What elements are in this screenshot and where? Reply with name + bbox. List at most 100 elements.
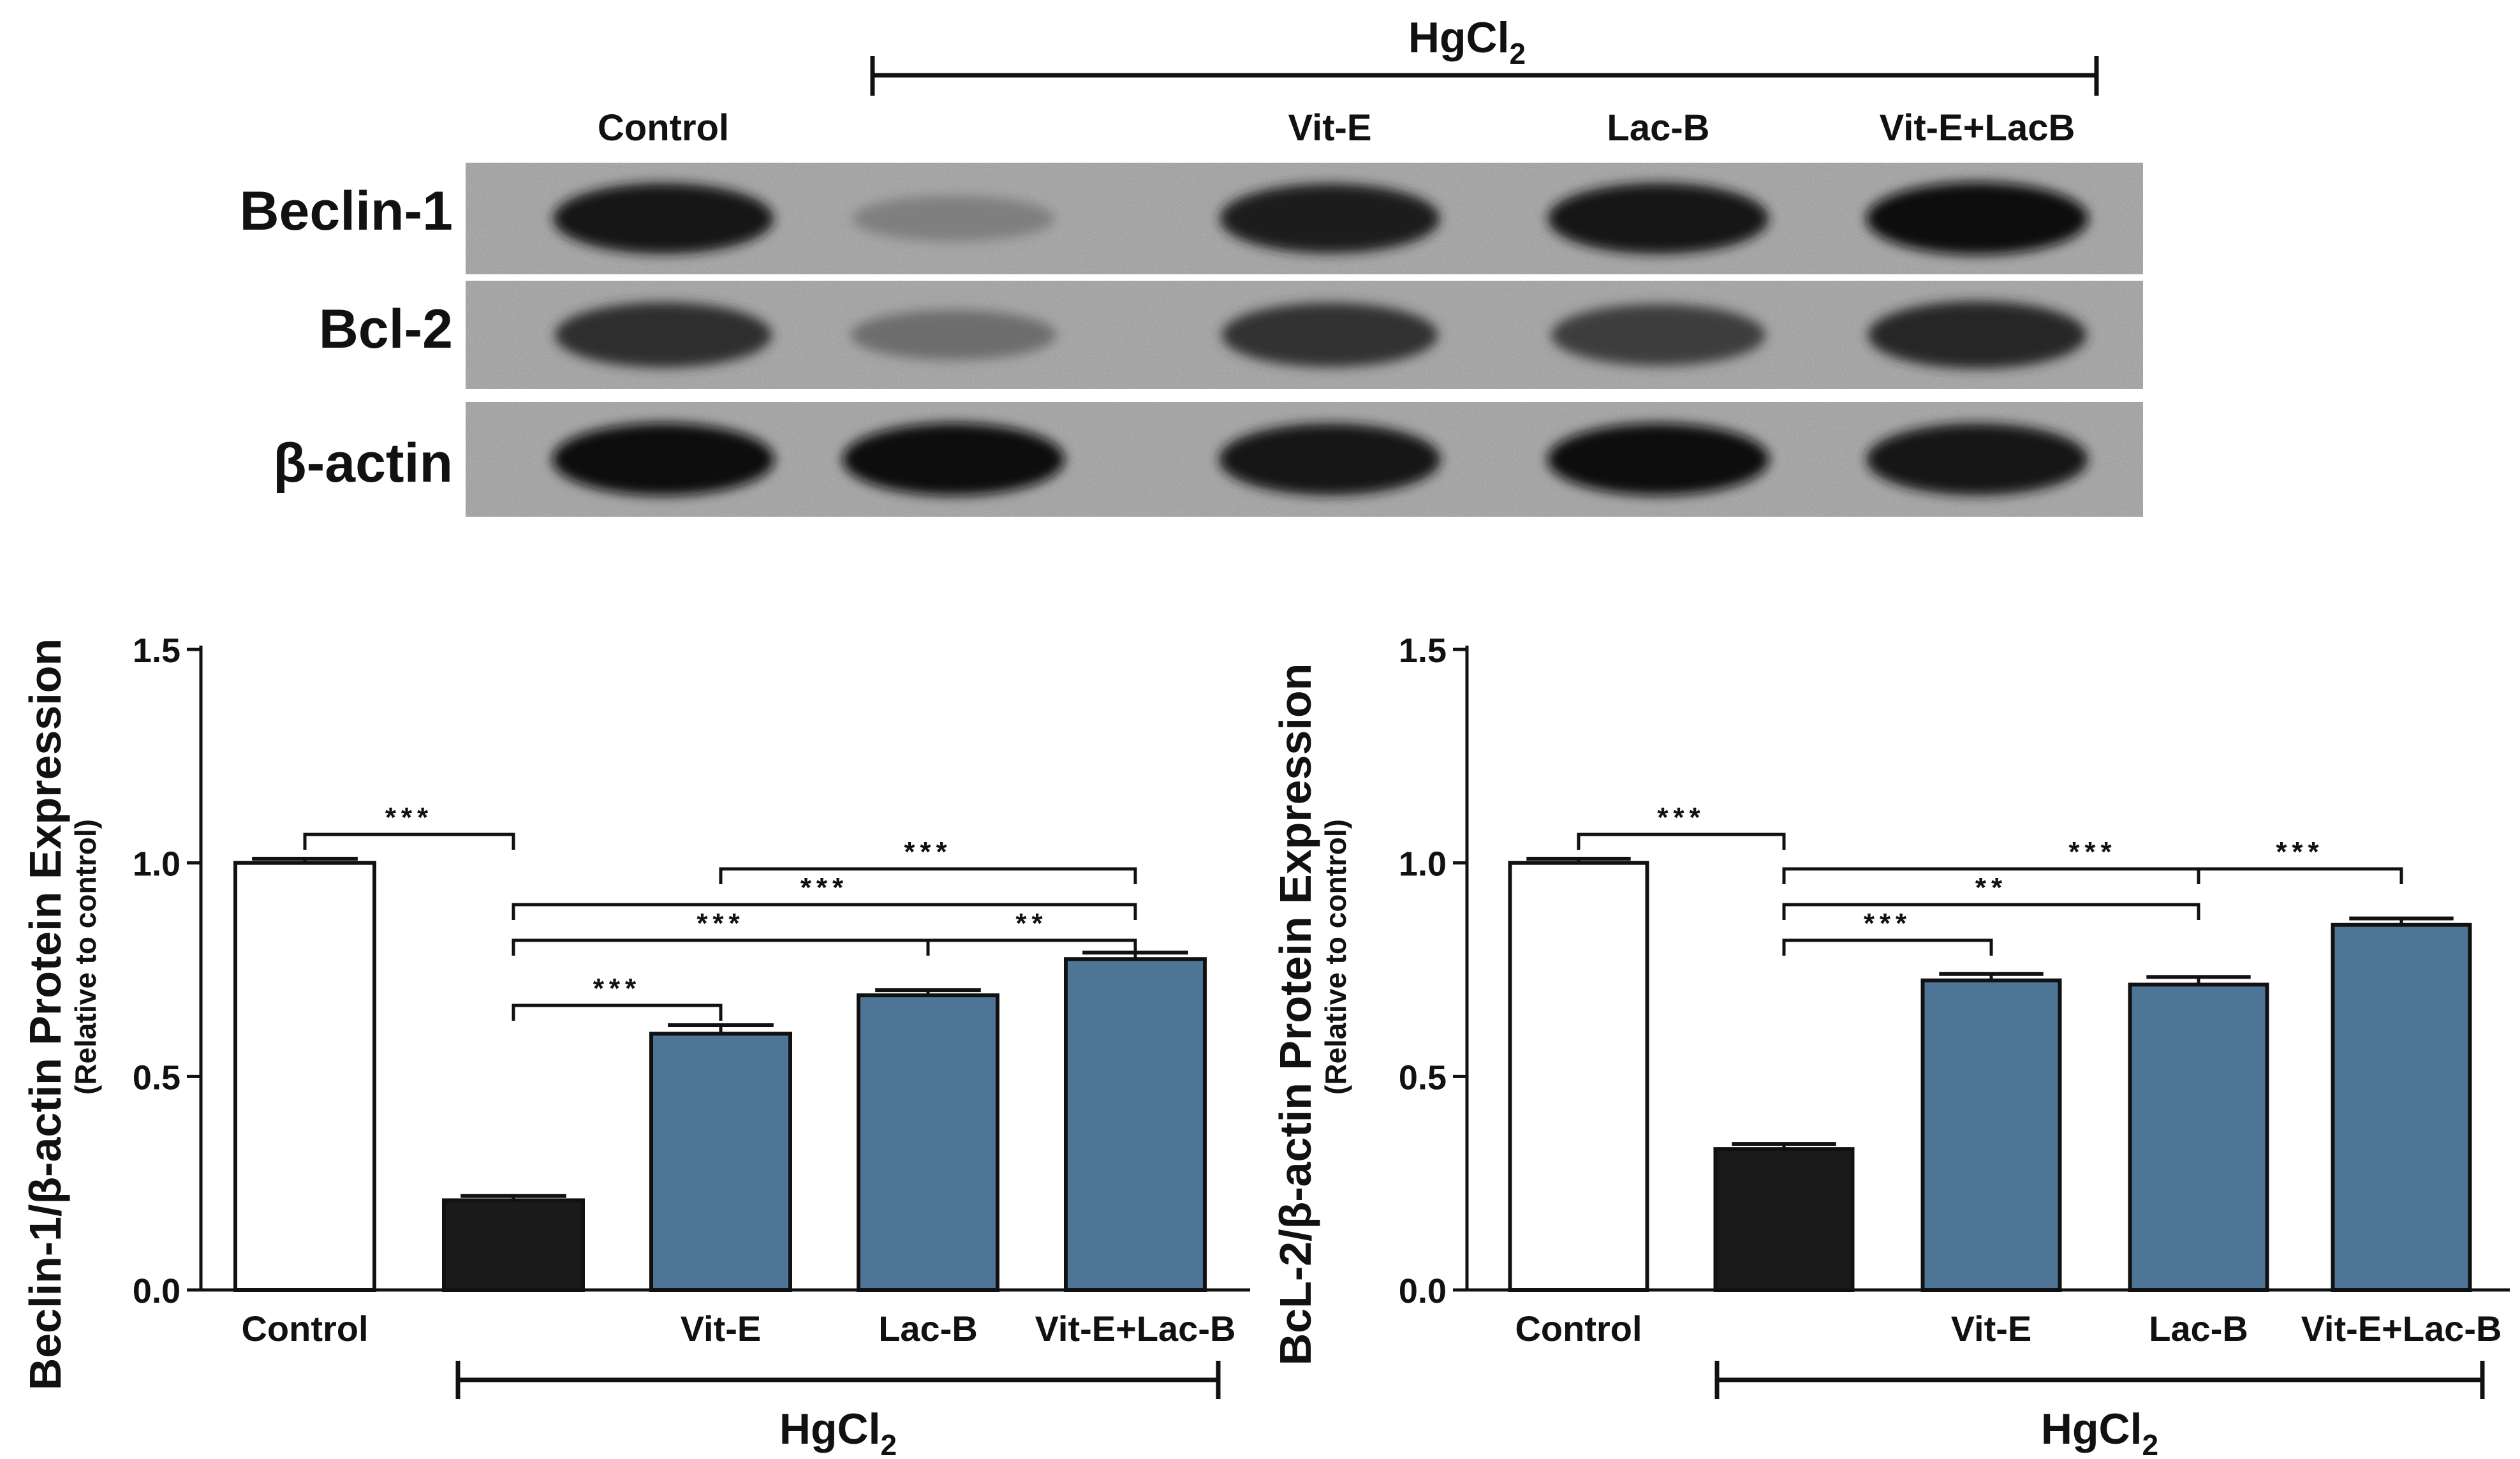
treatment-label-subscript: 2 <box>881 1428 897 1456</box>
bar <box>649 1032 792 1292</box>
significance-line <box>1782 903 2200 920</box>
blot-band <box>1221 302 1438 367</box>
blot-rows: Beclin-1 Bcl-2 β-actin <box>239 163 2143 517</box>
bar <box>2128 982 2269 1292</box>
significance-label: ** <box>1975 872 2007 903</box>
blot-lane-label-lac-b: Lac-B <box>1607 107 1709 149</box>
blot-band <box>1866 423 2088 496</box>
blot-band <box>1219 183 1440 254</box>
significance-label: *** <box>385 802 433 833</box>
x-category-label: Control <box>1515 1308 1642 1349</box>
blot-band <box>552 423 775 496</box>
y-tick-label: 1.0 <box>1399 845 1447 884</box>
blot-band <box>1219 423 1441 496</box>
blot-band <box>1551 304 1765 366</box>
y-tick-label: 0.0 <box>1399 1272 1447 1310</box>
blot-treatment-subscript: 2 <box>1510 37 1526 70</box>
y-axis-label: BcL-2/β-actin Protein Expression <box>1271 663 1320 1366</box>
blot-lane-labels: Control Vit-E Lac-B Vit-E+LacB <box>598 107 2075 149</box>
x-category-label: Vit-E+Lac-B <box>1035 1308 1236 1349</box>
significance-line <box>1577 833 1786 850</box>
blot-band <box>1547 182 1769 255</box>
y-tick-label: 0.0 <box>133 1272 181 1310</box>
treatment-label-main: HgCl <box>2041 1405 2142 1453</box>
treatment-bracket: HgCl2 <box>1714 1361 2485 1459</box>
significance-bracket: ** <box>926 908 1137 956</box>
significance-bracket: *** <box>512 908 930 956</box>
blot-row-bcl-2: Bcl-2 <box>319 281 2143 389</box>
y-tick-label: 0.5 <box>1399 1058 1447 1097</box>
treatment-label: HgCl2 <box>2041 1405 2158 1456</box>
blot-protein-label: Bcl-2 <box>319 299 453 360</box>
significance-label: *** <box>2068 836 2116 868</box>
significance-label: ** <box>1015 908 1047 939</box>
blot-band <box>842 423 1065 496</box>
bar <box>2331 922 2472 1292</box>
bar-group-vit-e <box>649 1023 792 1292</box>
significance-label: *** <box>1864 908 1912 939</box>
significance-line <box>2197 867 2403 884</box>
blot-band <box>555 302 772 368</box>
blot-protein-label: β-actin <box>273 433 453 494</box>
bar-group-control <box>1508 856 1649 1292</box>
bar-group-vit-e-lac-b <box>1064 951 1207 1292</box>
blot-band <box>1547 423 1769 496</box>
y-axis-sublabel: (Relative to control) <box>69 819 102 1095</box>
treatment-label: HgCl2 <box>779 1405 897 1456</box>
bar-group-hgcl2 <box>442 1194 585 1292</box>
bar <box>1713 1147 1855 1292</box>
western-blot-panel: HgCl2 Control Vit-E Lac-B Vit-E+LacB Beclin… <box>239 13 2143 517</box>
blot-lane-label-vit-e-lacb: Vit-E+LacB <box>1880 107 2075 149</box>
blot-lane-label-control: Control <box>598 107 729 149</box>
x-category-label: Lac-B <box>2149 1308 2248 1349</box>
significance-line <box>719 867 1137 884</box>
bar <box>233 861 376 1292</box>
x-category-label: Vit-E+Lac-B <box>2301 1308 2502 1349</box>
bar-group-vit-e <box>1920 972 2062 1292</box>
blot-band <box>850 309 1057 360</box>
significance-line <box>512 903 1137 920</box>
beclin-1-bar-chart: 0.0 0.5 1.0 1.5 Beclin-1/β-actin Protein Exp… <box>20 632 1250 1459</box>
significance-bracket: *** <box>1577 802 1786 850</box>
significance-bracket: *** <box>303 802 515 850</box>
blot-row-actin: β-actin <box>273 402 2143 517</box>
blot-band <box>852 195 1055 242</box>
blot-lane-label-vit-e: Vit-E <box>1288 107 1371 149</box>
bar-group-lac-b <box>2128 975 2269 1292</box>
x-category-label: Lac-B <box>878 1308 978 1349</box>
blot-band <box>1868 301 2087 369</box>
blot-protein-label: Beclin-1 <box>239 181 453 242</box>
bar <box>1508 861 1649 1292</box>
x-category-label: Vit-E <box>681 1308 762 1349</box>
significance-bracket: *** <box>512 872 1137 920</box>
blot-band <box>1866 182 2089 255</box>
significance-label: *** <box>593 973 641 1004</box>
blot-band <box>553 183 774 254</box>
treatment-bracket: HgCl2 <box>455 1361 1221 1459</box>
x-category-label: Control <box>241 1308 368 1349</box>
significance-bracket: ** <box>1782 872 2200 920</box>
bar <box>1920 978 2062 1292</box>
y-tick-label: 0.5 <box>133 1058 181 1097</box>
significance-label: *** <box>696 908 744 939</box>
significance-bracket: *** <box>2197 836 2403 884</box>
bcl-2-bar-chart: 0.0 0.5 1.0 1.5 BcL-2/β-actin Protein Expres… <box>1271 632 2510 1459</box>
significance-line <box>1782 938 1993 956</box>
bar-group-vit-e-lac-b <box>2331 916 2472 1292</box>
blot-treatment-label: HgCl2 <box>1408 13 1526 70</box>
significance-bracket: *** <box>1782 908 1993 956</box>
y-axis-label: Beclin-1/β-actin Protein Expression <box>20 639 70 1391</box>
bar <box>857 993 999 1292</box>
bar <box>1064 957 1207 1292</box>
significance-line <box>926 938 1137 956</box>
significance-line <box>1782 867 2403 884</box>
significance-line <box>512 1004 723 1021</box>
significance-label: *** <box>904 836 952 868</box>
bar-group-lac-b <box>857 988 999 1292</box>
significance-bracket: *** <box>512 973 723 1021</box>
significance-bracket: *** <box>719 836 1137 884</box>
x-category-label: Vit-E <box>1951 1308 2032 1349</box>
significance-line <box>512 938 930 956</box>
